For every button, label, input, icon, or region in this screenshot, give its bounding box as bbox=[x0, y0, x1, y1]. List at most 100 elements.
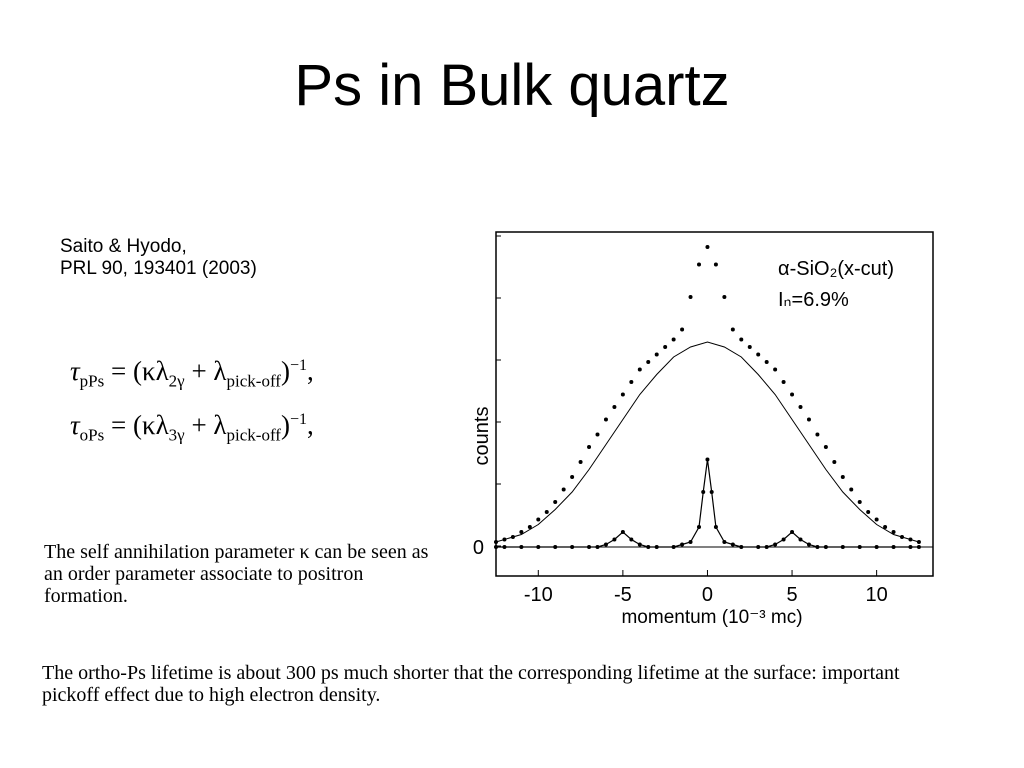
formula-body: = (κλ bbox=[111, 356, 169, 386]
series-2-point bbox=[709, 490, 714, 494]
series-2-point bbox=[553, 545, 558, 549]
formula-plus-lambda: + λ bbox=[191, 356, 227, 386]
intensity-annotation: Iₙ=6.9% bbox=[778, 289, 849, 311]
series-0-point bbox=[781, 380, 786, 384]
series-0-point bbox=[756, 352, 761, 357]
x-tick-label: -5 bbox=[614, 584, 632, 606]
series-2-point bbox=[646, 545, 651, 549]
series-0-point bbox=[595, 432, 600, 437]
series-2-point bbox=[840, 545, 845, 549]
series-0-point bbox=[663, 345, 668, 349]
reference-authors: Saito & Hyodo, bbox=[60, 236, 187, 257]
series-2-point bbox=[595, 545, 600, 549]
series-0-point bbox=[849, 487, 854, 492]
series-2-point bbox=[790, 530, 795, 534]
series-2-point bbox=[536, 545, 541, 549]
formula-tau-subscript: pPs bbox=[79, 371, 105, 391]
series-2-point bbox=[815, 545, 820, 549]
series-2-point bbox=[874, 545, 879, 549]
series-2-point bbox=[701, 490, 706, 494]
series-0-point bbox=[553, 500, 558, 504]
series-2-point bbox=[688, 540, 693, 544]
series-0-point bbox=[544, 510, 549, 514]
reference-journal: PRL 90, 193401 (2003) bbox=[60, 258, 257, 279]
series-2-point bbox=[908, 545, 913, 549]
series-1-line bbox=[495, 341, 920, 543]
series-0-point bbox=[832, 460, 837, 464]
formula-lambda-subscript: 3γ bbox=[168, 425, 185, 445]
series-2-point bbox=[798, 537, 803, 542]
series-2-point bbox=[739, 545, 744, 549]
series-2-point bbox=[713, 525, 718, 529]
series-0-point bbox=[527, 525, 532, 529]
series-0-point bbox=[654, 352, 659, 357]
x-axis-label: momentum (10⁻³ mc) bbox=[621, 607, 802, 628]
series-0-point bbox=[519, 530, 524, 534]
series-0-point bbox=[739, 337, 744, 342]
series-0-point bbox=[705, 245, 710, 249]
series-0-point bbox=[730, 327, 735, 332]
formula-exponent: −1 bbox=[289, 411, 307, 428]
y-tick-label: 0 bbox=[473, 537, 484, 559]
lifetime-note: The ortho-Ps lifetime is about 300 ps mu… bbox=[42, 662, 900, 706]
series-2-point bbox=[637, 542, 642, 547]
series-2-point bbox=[629, 537, 634, 542]
series-0-point bbox=[866, 510, 871, 514]
series-2-point bbox=[697, 525, 702, 529]
series-0-point bbox=[536, 517, 541, 522]
series-0-point bbox=[798, 405, 803, 409]
formula-pickoff-subscript: pick-off bbox=[226, 371, 281, 391]
series-2-point bbox=[620, 530, 625, 534]
formula-comma: , bbox=[307, 356, 314, 386]
series-2-point bbox=[680, 542, 685, 547]
series-0-point bbox=[603, 417, 608, 422]
series-2-point bbox=[671, 545, 676, 549]
y-axis-label: counts bbox=[471, 407, 493, 466]
series-2-point bbox=[502, 545, 507, 549]
formula-pickoff-subscript: pick-off bbox=[226, 425, 281, 445]
series-0-point bbox=[806, 417, 811, 422]
series-0-point bbox=[773, 367, 778, 372]
series-2-point bbox=[916, 545, 921, 549]
formula-oPs-lifetime: τoPs = (κλ3γ + λpick-off)−1, bbox=[70, 410, 314, 445]
x-tick-label: 5 bbox=[786, 584, 797, 606]
series-0-point bbox=[671, 337, 676, 342]
series-0-point bbox=[874, 517, 879, 522]
x-tick-label: 0 bbox=[702, 584, 713, 606]
series-2-point bbox=[823, 545, 828, 549]
series-0-point bbox=[891, 530, 896, 534]
series-2-point bbox=[587, 545, 592, 549]
reference-citation: Saito & Hyodo, PRL 90, 193401 (2003) bbox=[60, 236, 257, 280]
x-tick-label: -10 bbox=[524, 584, 553, 606]
series-0-point bbox=[561, 487, 566, 492]
series-2-point bbox=[857, 545, 862, 549]
series-0-point bbox=[883, 525, 888, 529]
series-2-point bbox=[603, 542, 608, 547]
series-2-point bbox=[570, 545, 575, 549]
series-2-point bbox=[756, 545, 761, 549]
series-0-point bbox=[747, 345, 752, 349]
x-tick-label: 10 bbox=[866, 584, 888, 606]
series-0-point bbox=[790, 392, 795, 397]
formula-close-paren: ) bbox=[280, 410, 290, 440]
formula-body: = (κλ bbox=[111, 410, 169, 440]
formula-ppS-lifetime: τpPs = (κλ2γ + λpick-off)−1, bbox=[70, 356, 314, 391]
formula-tau: τ bbox=[70, 356, 80, 386]
series-0-point bbox=[587, 445, 592, 449]
series-2-point bbox=[519, 545, 524, 549]
formula-tau-subscript: oPs bbox=[79, 425, 105, 445]
series-0-point bbox=[697, 262, 702, 267]
sample-annotation: α-SiO₂(x-cut) bbox=[778, 258, 894, 280]
series-0-point bbox=[646, 360, 651, 364]
series-2-point bbox=[722, 540, 727, 544]
formula-exponent: −1 bbox=[289, 357, 307, 374]
series-2-point bbox=[781, 537, 786, 542]
series-0-point bbox=[680, 327, 685, 332]
series-2-point bbox=[654, 545, 659, 549]
series-0-point bbox=[857, 500, 862, 504]
chart-marks bbox=[494, 245, 921, 549]
series-0-point bbox=[823, 445, 828, 449]
plot-frame bbox=[495, 231, 934, 577]
series-2-line bbox=[496, 459, 919, 548]
